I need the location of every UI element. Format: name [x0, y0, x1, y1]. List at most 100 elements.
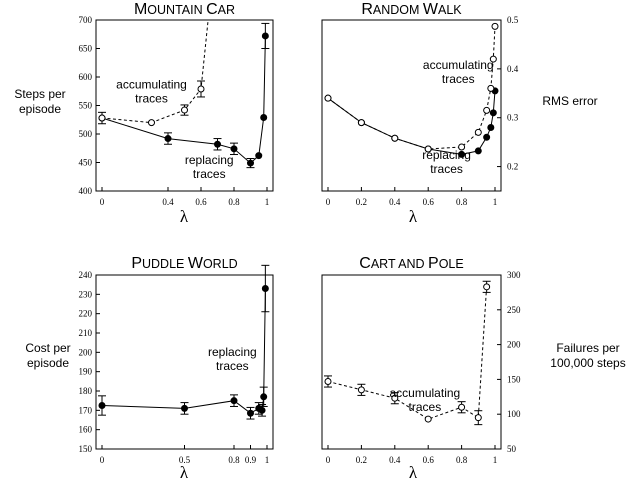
y-tick-label: 300 [507, 270, 521, 280]
data-point [357, 386, 365, 394]
data-point [324, 94, 332, 102]
series-layer [327, 26, 496, 155]
annotation-label: accumulating traces [423, 58, 494, 86]
data-point [491, 22, 499, 30]
chart-title: RANDOM WALK [361, 1, 462, 18]
y-tick-label: 230 [79, 289, 93, 299]
y-tick-label: 700 [79, 15, 93, 25]
data-point [261, 32, 269, 40]
data-point [483, 133, 491, 141]
data-point [197, 85, 205, 93]
x-tick-label: 0 [100, 455, 105, 465]
data-point [483, 106, 491, 114]
data-point [487, 84, 495, 92]
data-point [260, 393, 268, 401]
annotation-label: replacing traces [208, 345, 257, 373]
series-line-1 [327, 90, 496, 155]
data-point [181, 404, 188, 412]
x-tick-label: 0.5 [179, 455, 191, 465]
x-tick-label: 0.8 [456, 455, 468, 465]
y-axis-label: Cost per episode [25, 341, 70, 370]
annotation-label: accumulating traces [390, 386, 461, 414]
x-tick-label: 0.4 [162, 197, 174, 207]
data-point [487, 123, 495, 131]
data-point [458, 150, 466, 158]
annotation-label: replacing traces [422, 148, 471, 176]
x-tick-label: 0.8 [228, 455, 240, 465]
x-tick-label: 0.6 [423, 455, 435, 465]
x-tick-label: 0.8 [228, 197, 240, 207]
y-tick-label: 550 [79, 101, 93, 111]
data-point [98, 114, 106, 122]
plot-frame [321, 274, 502, 450]
data-point [98, 402, 106, 409]
data-point [255, 152, 263, 160]
annotation-label: accumulating traces [116, 77, 187, 105]
x-tick-label: 0.2 [356, 197, 367, 207]
x-tick-label: 0.2 [356, 455, 367, 465]
series-line-2 [327, 26, 496, 150]
data-point [458, 143, 466, 151]
y-tick-label: 0.3 [507, 113, 519, 123]
x-tick-label: 1 [265, 197, 270, 207]
data-point [391, 134, 399, 142]
y-tick-label: 100 [507, 409, 521, 419]
x-tick-label: 0.4 [389, 455, 401, 465]
y-tick-label: 450 [79, 158, 93, 168]
data-point [474, 128, 482, 136]
data-point [214, 140, 221, 148]
x-axis-label: λ [409, 463, 418, 482]
data-point [260, 113, 268, 121]
x-tick-label: 0.8 [456, 197, 468, 207]
y-tick-label: 150 [79, 444, 93, 454]
x-tick-label: 1 [493, 197, 498, 207]
series-line-2 [101, 20, 209, 124]
data-point [474, 147, 482, 155]
x-tick-label: 0 [100, 197, 105, 207]
data-point [489, 109, 497, 117]
y-tick-label: 170 [79, 405, 93, 415]
data-point [424, 145, 432, 153]
y-tick-label: 50 [507, 444, 517, 454]
data-point [261, 285, 269, 293]
annotation-label: replacing traces [185, 153, 234, 181]
data-point [424, 415, 432, 423]
y-axis-label: Steps per episode [14, 87, 65, 116]
data-point [489, 55, 497, 63]
data-point [258, 406, 266, 414]
y-tick-label: 0.4 [507, 64, 519, 74]
x-tick-label: 1 [265, 455, 270, 465]
data-point [181, 106, 188, 114]
chart-title: MOUNTAIN CAR [134, 1, 235, 18]
y-axis-label: RMS error [542, 94, 597, 108]
y-tick-label: 250 [507, 305, 521, 315]
x-tick-label: 0 [326, 197, 331, 207]
y-tick-label: 240 [79, 270, 93, 280]
y-tick-label: 0.2 [507, 162, 518, 172]
y-tick-label: 200 [79, 347, 93, 357]
chart-title: PUDDLE WORLD [131, 255, 237, 272]
data-point [474, 414, 482, 422]
y-tick-label: 650 [79, 44, 93, 54]
x-axis-label: λ [409, 207, 418, 226]
data-point [458, 403, 466, 411]
y-tick-label: 0.5 [507, 15, 519, 25]
data-point [324, 377, 332, 385]
y-tick-label: 500 [79, 129, 93, 139]
data-point [148, 119, 155, 127]
data-point [483, 283, 491, 291]
x-tick-label: 0.9 [245, 455, 257, 465]
y-tick-label: 160 [79, 425, 93, 435]
series-line-1 [101, 35, 266, 164]
chart-panel-1: MOUNTAIN CAR 0 0.4 0.6 0.8 1 400 450 500 550 600 65… [14, 1, 274, 226]
data-point [247, 159, 254, 167]
y-tick-label: 600 [79, 72, 93, 82]
data-point [164, 135, 172, 143]
x-tick-label: 0.4 [389, 197, 401, 207]
x-tick-label: 0.6 [195, 197, 207, 207]
chart-title: CART AND POLE [359, 255, 463, 272]
y-tick-label: 220 [79, 309, 93, 319]
